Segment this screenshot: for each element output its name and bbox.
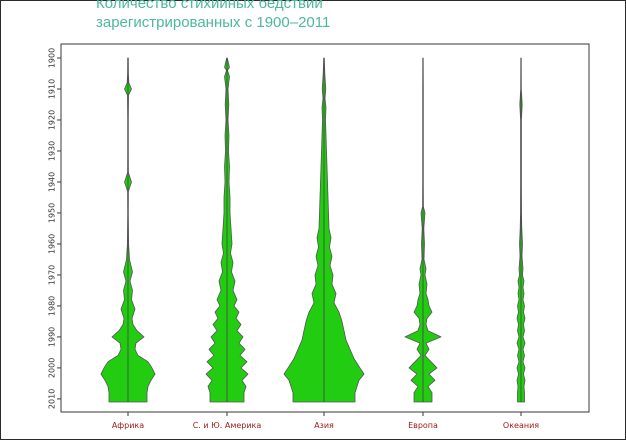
y-tick-label: 1910 — [48, 79, 57, 99]
y-tick-label: 1940 — [48, 172, 57, 192]
y-tick-label: 1920 — [48, 110, 57, 130]
x-tick-label: Африка — [112, 421, 144, 430]
y-tick-label: 1950 — [48, 203, 57, 223]
chart-title-line-2: зарегистрированных с 1900–2011 — [96, 14, 331, 31]
x-tick-label: С. и Ю. Америка — [193, 421, 262, 430]
y-tick-label: 1980 — [48, 296, 57, 316]
y-tick-label: 1970 — [48, 265, 57, 285]
y-tick-label: 1960 — [48, 234, 57, 254]
y-tick-label: 1900 — [48, 48, 57, 68]
x-tick-label: Европа — [408, 421, 438, 430]
x-tick-label: Океания — [503, 421, 539, 430]
y-tick-label: 1990 — [48, 327, 57, 347]
plot-area-border — [60, 43, 590, 413]
violins-group — [100, 57, 526, 403]
x-tick-label: Азия — [314, 421, 334, 430]
chart-title-line-1: Количество стихийных бедствий — [96, 0, 323, 12]
x-axis: Африка С. и Ю. Америка Азия Европа Океания — [112, 412, 539, 430]
y-tick-label: 1930 — [48, 141, 57, 161]
y-axis: 1900 1910 1920 1930 1940 1950 1960 1970 1980 1990… — [48, 48, 61, 409]
chart-title: Количество стихийных бедствий зарегистри… — [96, 0, 330, 32]
y-tick-label: 2010 — [48, 389, 57, 409]
y-tick-label: 2000 — [48, 358, 57, 378]
